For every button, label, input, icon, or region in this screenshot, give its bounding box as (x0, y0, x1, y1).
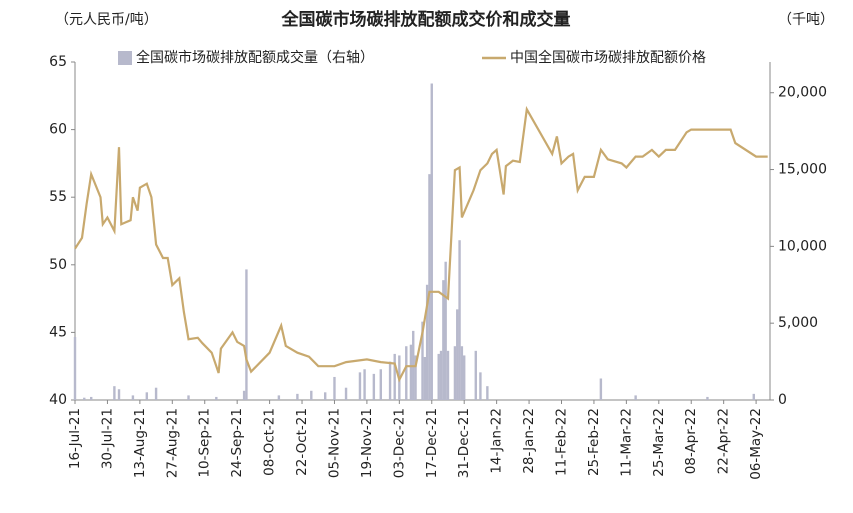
x-tick-label: 24-Sep-21 (229, 408, 245, 478)
bar (634, 395, 637, 400)
bar (187, 395, 190, 400)
bar (90, 396, 93, 400)
y-tick-label: 60 (49, 122, 67, 138)
bar (458, 240, 461, 400)
bar (131, 395, 135, 400)
bar (456, 309, 459, 400)
bar (599, 378, 603, 400)
bar (379, 369, 382, 400)
bar (310, 390, 313, 400)
y-tick-label: 40 (49, 392, 67, 408)
bar (479, 372, 482, 400)
x-tick-label: 06-May-22 (748, 408, 764, 480)
y2-tick-label: 5,000 (778, 315, 818, 331)
y-axis-label: （元人民币/吨） (55, 12, 158, 28)
bar (444, 261, 447, 400)
y-tick-label: 50 (49, 257, 67, 273)
bar (428, 174, 431, 400)
bar (439, 350, 443, 400)
bar (73, 337, 77, 400)
bar (425, 284, 429, 400)
bar (414, 355, 417, 400)
bar (423, 356, 427, 400)
bar (242, 390, 246, 400)
bar (442, 280, 445, 400)
y2-tick-label: 0 (778, 392, 787, 408)
bar (363, 369, 366, 400)
bar (430, 83, 433, 400)
x-tick-label: 28-Jan-22 (521, 408, 537, 474)
bar (154, 387, 158, 400)
bar (405, 346, 408, 400)
bar (446, 350, 450, 400)
legend-label: 中国全国碳市场碳排放配额价格 (510, 49, 706, 66)
bar (409, 344, 413, 400)
bar (463, 355, 466, 400)
bar (752, 393, 755, 400)
x-tick-label: 17-Dec-21 (424, 408, 440, 478)
x-tick-label: 25-Feb-22 (586, 408, 602, 476)
x-tick-label: 22-Apr-22 (716, 408, 732, 474)
x-tick-label: 14-Jan-22 (489, 408, 505, 474)
bar (437, 353, 440, 400)
x-tick-label: 27-Aug-21 (164, 408, 180, 478)
bar (333, 376, 336, 400)
x-tick-label: 03-Dec-21 (391, 408, 407, 478)
y-tick-label: 65 (49, 54, 67, 70)
bar (460, 346, 464, 400)
bar (474, 350, 477, 400)
bar (296, 393, 299, 400)
chart-title: 全国碳市场碳排放配额成交价和成交量 (281, 9, 571, 30)
bar (324, 392, 327, 400)
y-tick-label: 55 (49, 189, 67, 205)
bar (344, 387, 348, 400)
x-tick-label: 11-Feb-22 (554, 408, 570, 476)
x-tick-label: 25-Mar-22 (651, 408, 667, 477)
legend-label: 全国碳市场碳排放配额成交量（右轴） (136, 49, 374, 66)
x-tick-label: 11-Mar-22 (618, 408, 634, 477)
bar (453, 346, 457, 400)
bar (277, 395, 281, 400)
bar (145, 392, 149, 400)
bar (706, 396, 709, 400)
bar (358, 372, 362, 400)
legend-swatch (118, 51, 132, 65)
bar (393, 353, 396, 400)
y2-tick-label: 15,000 (778, 162, 827, 178)
x-tick-label: 22-Oct-21 (294, 408, 310, 476)
bar (113, 386, 116, 400)
x-tick-label: 05-Nov-21 (326, 408, 342, 478)
x-tick-label: 10-Sep-21 (197, 408, 213, 478)
x-tick-label: 31-Dec-21 (456, 408, 472, 478)
y-tick-label: 45 (49, 324, 67, 340)
x-tick-label: 19-Nov-21 (359, 408, 375, 478)
x-tick-label: 16-Jul-21 (67, 408, 83, 469)
x-tick-label: 08-Oct-21 (262, 408, 278, 476)
bar (245, 269, 248, 400)
y2-tick-label: 10,000 (778, 238, 827, 254)
bar (486, 386, 489, 400)
price-line (74, 105, 768, 383)
x-tick-label: 13-Aug-21 (132, 408, 148, 478)
bar (372, 373, 376, 400)
bar (388, 361, 392, 400)
x-tick-label: 08-Apr-22 (683, 408, 699, 474)
bar (117, 389, 121, 400)
bar (421, 321, 424, 400)
bar (215, 396, 218, 400)
y2-tick-label: 20,000 (778, 85, 827, 101)
x-tick-label: 30-Jul-21 (99, 408, 115, 469)
bar (83, 397, 86, 400)
y2-axis-label: （千吨） (778, 12, 834, 28)
